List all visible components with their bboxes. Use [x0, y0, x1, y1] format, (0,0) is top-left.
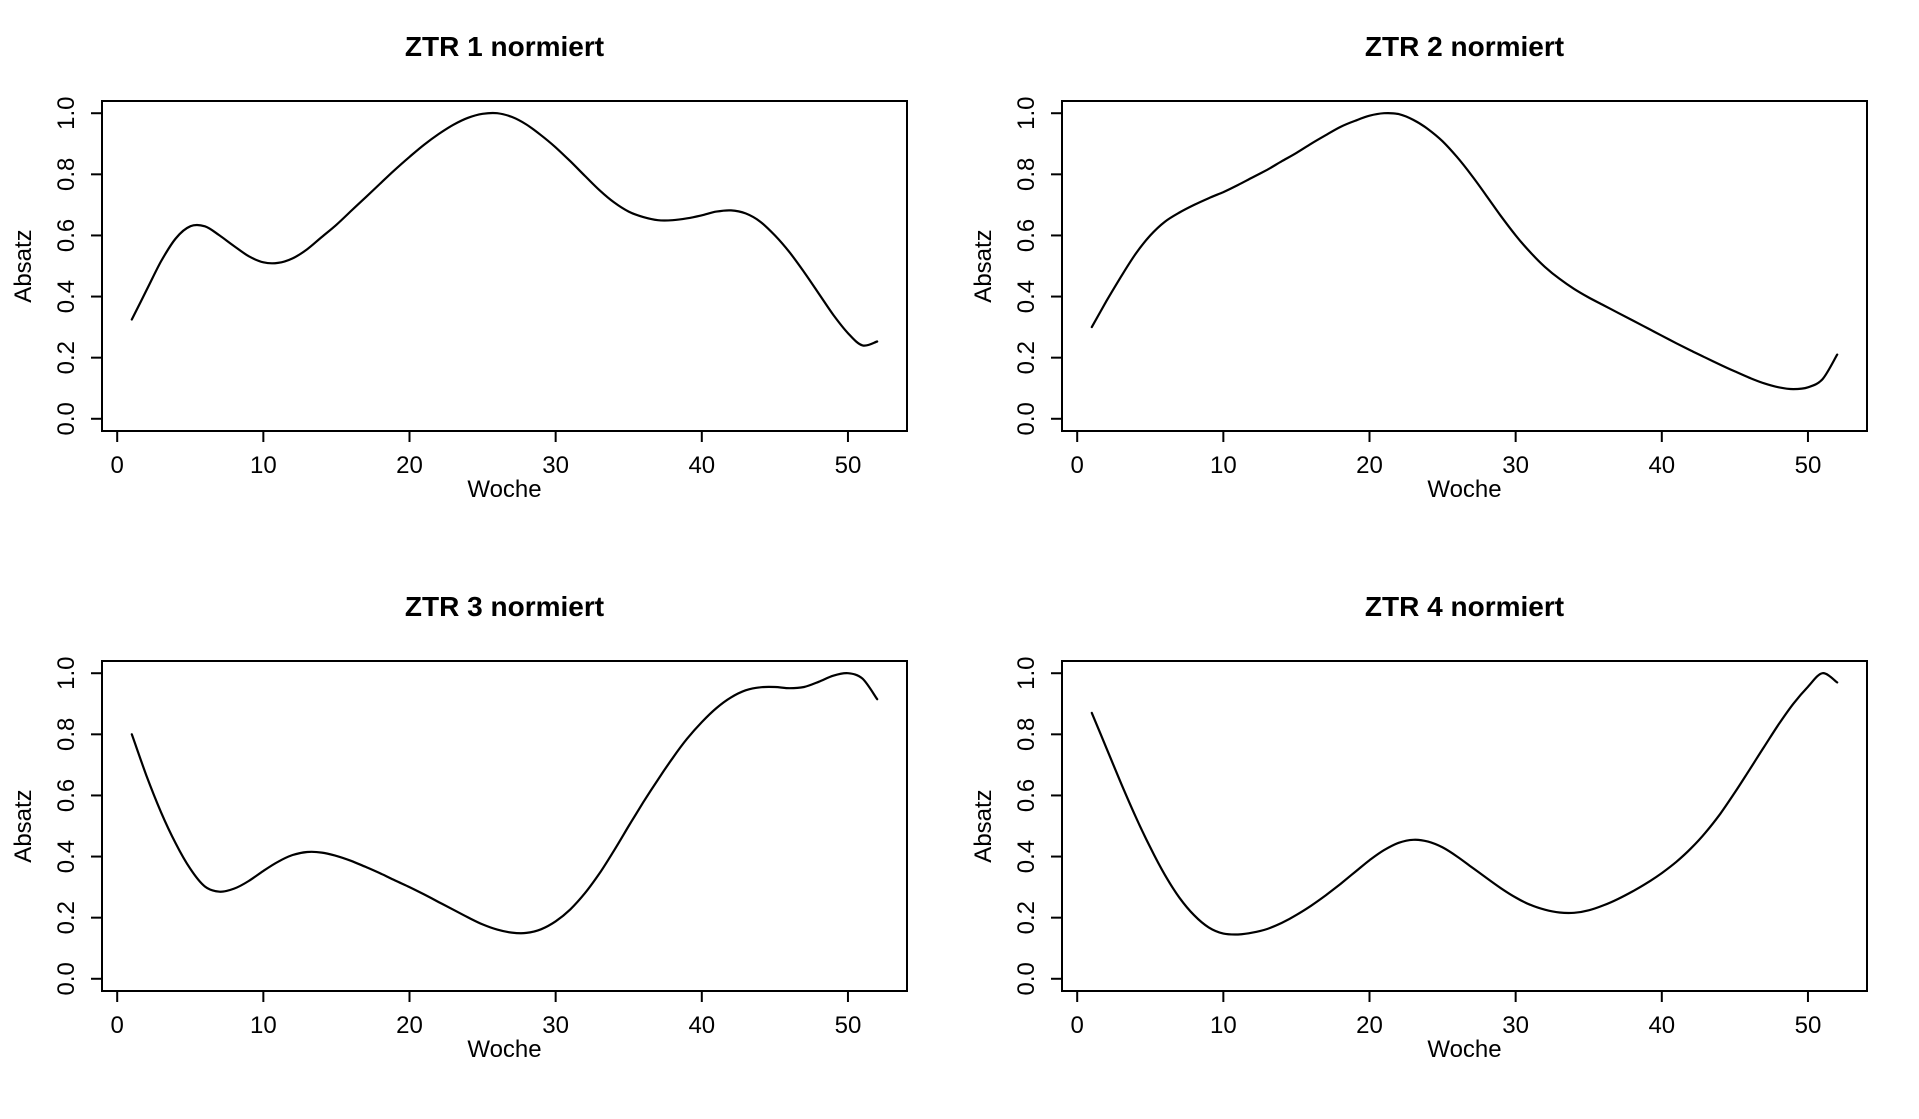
y-tick-label: 0.0 [1013, 402, 1040, 435]
x-tick-label: 30 [542, 452, 569, 479]
y-axis-label: Absatz [970, 789, 997, 863]
x-tick-label: 10 [1210, 452, 1237, 479]
x-tick-label: 10 [250, 452, 277, 479]
y-tick-label: 0.8 [1013, 718, 1040, 751]
y-tick-label: 0.6 [53, 779, 80, 812]
y-tick-label: 0.2 [53, 341, 80, 374]
y-tick-label: 0.6 [1013, 779, 1040, 812]
y-tick-label: 0.8 [1013, 158, 1040, 191]
y-axis-label: Absatz [10, 789, 37, 863]
x-tick-label: 50 [835, 1012, 862, 1039]
x-tick-label: 40 [688, 452, 715, 479]
series-line [1090, 112, 1839, 391]
y-tick-label: 0.6 [1013, 219, 1040, 252]
x-axis-label: Woche [467, 476, 542, 503]
x-tick-label: 50 [835, 452, 862, 479]
x-axis-label: Woche [467, 1036, 542, 1063]
x-axis-label: Woche [1427, 1036, 1502, 1063]
y-tick-label: 1.0 [1013, 657, 1040, 690]
y-tick-label: 0.4 [1013, 280, 1040, 313]
chart-title: ZTR 2 normiert [1364, 31, 1565, 62]
axis-box [1061, 100, 1868, 432]
y-tick-label: 1.0 [1013, 97, 1040, 130]
chart-panel-ztr3: 0 10 20 30 40 50 0.0 0.2 0.4 0.6 0.8 1.0 ZTR 3 norm… [0, 560, 959, 1119]
x-tick-label: 30 [542, 1012, 569, 1039]
y-tick-label: 0.6 [53, 219, 80, 252]
chart-panel-ztr4: 0 10 20 30 40 50 0.0 0.2 0.4 0.6 0.8 1.0 ZTR 4 norm… [960, 560, 1919, 1119]
y-tick-label: 0.0 [1013, 962, 1040, 995]
y-tick-label: 0.2 [1013, 901, 1040, 934]
x-tick-label: 0 [1071, 452, 1084, 479]
y-tick-label: 0.4 [53, 280, 80, 313]
y-axis-label: Absatz [10, 229, 37, 303]
x-tick-label: 30 [1502, 1012, 1529, 1039]
x-tick-label: 20 [396, 1012, 423, 1039]
chart-title: ZTR 4 normiert [1364, 591, 1565, 622]
x-tick-label: 0 [111, 1012, 124, 1039]
x-tick-label: 20 [1356, 1012, 1383, 1039]
axis-box [1061, 660, 1868, 992]
x-tick-label: 40 [688, 1012, 715, 1039]
ztr4-plot-area: 0 10 20 30 40 50 0.0 0.2 0.4 0.6 0.8 1.0 [1013, 657, 1868, 1039]
x-tick-label: 40 [1648, 1012, 1675, 1039]
y-tick-label: 0.8 [53, 718, 80, 751]
y-tick-label: 1.0 [53, 97, 80, 130]
ztr3-plot-area: 0 10 20 30 40 50 0.0 0.2 0.4 0.6 0.8 1.0 [53, 657, 908, 1039]
x-tick-label: 50 [1795, 1012, 1822, 1039]
x-tick-label: 0 [111, 452, 124, 479]
series-line [130, 111, 879, 347]
x-axis-label: Woche [1427, 476, 1502, 503]
ztr1-plot-area: 0 10 20 30 40 50 0.0 0.2 0.4 0.6 0.8 1.0 [53, 97, 908, 479]
x-tick-label: 40 [1648, 452, 1675, 479]
x-tick-label: 10 [250, 1012, 277, 1039]
x-tick-label: 30 [1502, 452, 1529, 479]
x-tick-label: 0 [1071, 1012, 1084, 1039]
axis-box [101, 660, 908, 992]
series-line [1090, 672, 1839, 936]
y-tick-label: 0.2 [1013, 341, 1040, 374]
chart-panel-ztr2: 0 10 20 30 40 50 0.0 0.2 0.4 0.6 0.8 1.0 ZTR 2 norm… [960, 0, 1919, 559]
series-line [130, 672, 879, 935]
x-tick-label: 10 [1210, 1012, 1237, 1039]
x-tick-label: 20 [1356, 452, 1383, 479]
y-tick-label: 0.4 [53, 840, 80, 873]
axis-box [101, 100, 908, 432]
x-tick-label: 50 [1795, 452, 1822, 479]
y-tick-label: 1.0 [53, 657, 80, 690]
y-axis-label: Absatz [970, 229, 997, 303]
ztr2-plot-area: 0 10 20 30 40 50 0.0 0.2 0.4 0.6 0.8 1.0 [1013, 97, 1868, 479]
y-tick-label: 0.8 [53, 158, 80, 191]
x-tick-label: 20 [396, 452, 423, 479]
chart-title: ZTR 1 normiert [404, 31, 605, 62]
y-tick-label: 0.0 [53, 962, 80, 995]
chart-panel-ztr1: 0 10 20 30 40 50 0.0 0.2 0.4 0.6 0.8 1.0 ZTR 1 norm… [0, 0, 959, 559]
y-tick-label: 0.2 [53, 901, 80, 934]
chart-title: ZTR 3 normiert [404, 591, 605, 622]
y-tick-label: 0.4 [1013, 840, 1040, 873]
y-tick-label: 0.0 [53, 402, 80, 435]
